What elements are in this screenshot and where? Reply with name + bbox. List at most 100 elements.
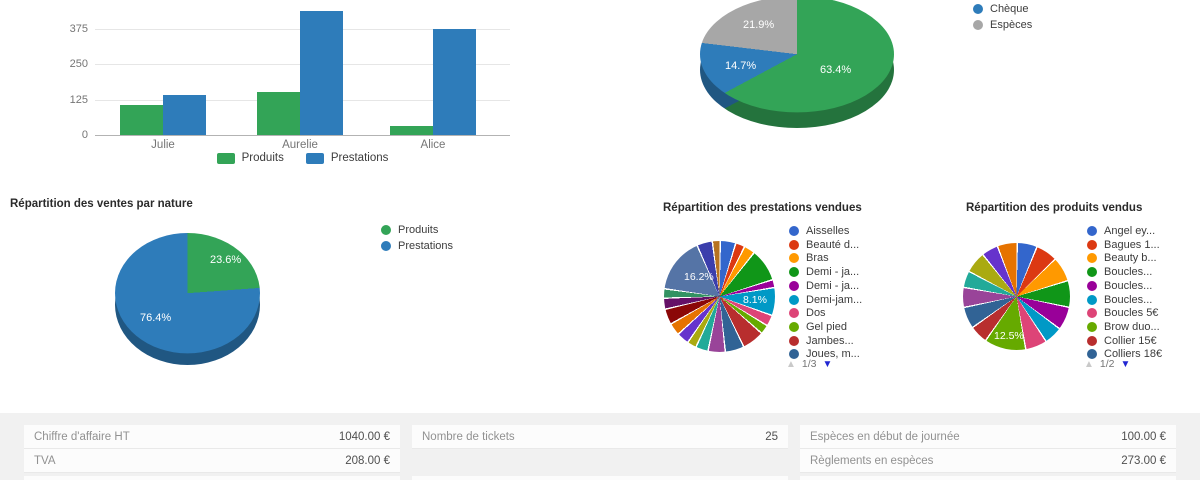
legend-bullet-icon bbox=[1087, 226, 1097, 236]
legend-bullet-icon bbox=[789, 253, 799, 263]
legend-label: Boucles... bbox=[1104, 294, 1153, 306]
ventes-par-nature-pie-chart bbox=[115, 233, 260, 365]
legend-bullet-icon bbox=[789, 336, 799, 346]
legend-swatch-icon bbox=[305, 152, 324, 164]
legend-bullet-icon bbox=[1087, 349, 1097, 359]
legend-bullet-icon bbox=[973, 4, 983, 14]
bar-prestations-aurelie bbox=[300, 11, 343, 135]
legend-item: Espèces bbox=[973, 19, 1032, 31]
legend-label: Beauté d... bbox=[806, 239, 860, 251]
legend-label: Prestations bbox=[330, 152, 389, 164]
legend-label: Boucles... bbox=[1104, 280, 1153, 292]
legend-item: Collier 15€ bbox=[1087, 335, 1157, 347]
legend-label: Bras bbox=[806, 252, 829, 264]
legend-item: Joues, m... bbox=[789, 348, 860, 360]
legend-bullet-icon bbox=[789, 295, 799, 305]
summary-row-partial bbox=[24, 476, 400, 480]
legend-label: Colliers 18€ bbox=[1104, 348, 1163, 360]
pie-percent-label: 14.7% bbox=[725, 60, 757, 72]
legend-label: Aisselles bbox=[806, 225, 850, 237]
legend-next-button[interactable]: ▼ bbox=[822, 358, 833, 370]
summary-row-value: 208.00 € bbox=[345, 454, 390, 467]
pie-percent-label: 12.5% bbox=[994, 330, 1024, 342]
legend-bullet-icon bbox=[789, 281, 799, 291]
pie-face-layer bbox=[115, 233, 260, 354]
summary-row-label: TVA bbox=[34, 454, 56, 467]
legend-item: Boucles 5€ bbox=[1087, 307, 1158, 319]
legend-item: Produits bbox=[381, 224, 438, 236]
legend-page-indicator: 1/3 bbox=[801, 358, 817, 370]
summary-column: Nombre de tickets 25 bbox=[412, 425, 788, 449]
y-axis-tick-label: 125 bbox=[69, 94, 88, 106]
summary-column: Chiffre d'affaire HT 1040.00 € TVA 208.00 € bbox=[24, 425, 400, 473]
summary-row-value: 273.00 € bbox=[1121, 454, 1166, 467]
legend-label: Beauty b... bbox=[1104, 252, 1157, 264]
legend-label: Demi - ja... bbox=[806, 266, 860, 278]
x-axis-category-label: Alice bbox=[420, 139, 446, 151]
legend-label: Produits bbox=[398, 224, 439, 236]
legend-label: Boucles... bbox=[1104, 266, 1153, 278]
summary-column: Espèces en début de journée 100.00 € Règle… bbox=[800, 425, 1176, 473]
legend-bullet-icon bbox=[1087, 322, 1097, 332]
legend-item: Demi-jam... bbox=[789, 294, 862, 306]
legend-item: Boucles... bbox=[1087, 280, 1152, 292]
prestations-title: Répartition des prestations vendues bbox=[663, 202, 862, 214]
legend-bullet-icon bbox=[789, 322, 799, 332]
bar-chart-legend: Produits Prestations bbox=[95, 152, 510, 164]
payments-pie-chart bbox=[700, 0, 894, 129]
summary-row-partial bbox=[800, 476, 1176, 480]
y-axis-tick-label: 375 bbox=[69, 23, 88, 35]
legend-item: Boucles... bbox=[1087, 294, 1152, 306]
pie-percent-label: 23.6% bbox=[210, 254, 242, 266]
legend-item: Beauté d... bbox=[789, 239, 859, 251]
legend-prev-button[interactable]: ▲ bbox=[1084, 358, 1094, 370]
legend-item: Prestations bbox=[381, 240, 453, 252]
pie-percent-label: 21.9% bbox=[743, 19, 775, 31]
legend-label: Angel ey... bbox=[1104, 225, 1156, 237]
pie-face-layer bbox=[700, 0, 894, 113]
summary-row: TVA 208.00 € bbox=[24, 449, 400, 473]
bar-prestations-julie bbox=[163, 95, 206, 135]
legend-label: Produits bbox=[241, 152, 284, 164]
legend-label: Collier 15€ bbox=[1104, 335, 1157, 347]
legend-item: Bras bbox=[789, 252, 829, 264]
legend-next-button[interactable]: ▼ bbox=[1120, 358, 1131, 370]
legend-bullet-icon bbox=[1087, 253, 1097, 263]
produits-pie-chart bbox=[963, 243, 1070, 350]
legend-label: Joues, m... bbox=[806, 348, 860, 360]
legend-label: Demi-jam... bbox=[806, 294, 863, 306]
legend-bullet-icon bbox=[789, 349, 799, 359]
legend-label: Demi - ja... bbox=[806, 280, 860, 292]
legend-item: Jambes... bbox=[789, 335, 854, 347]
ventes-par-nature-title: Répartition des ventes par nature bbox=[10, 198, 193, 210]
legend-bullet-icon bbox=[789, 308, 799, 318]
legend-bullet-icon bbox=[1087, 281, 1097, 291]
summary-row: Nombre de tickets 25 bbox=[412, 425, 788, 449]
legend-pagination: ▲ 1/2 ▼ bbox=[1084, 358, 1130, 370]
bar-produits-aurelie bbox=[257, 92, 300, 135]
legend-prev-button[interactable]: ▲ bbox=[786, 358, 796, 370]
legend-label: Prestations bbox=[398, 240, 454, 252]
legend-label: Boucles 5€ bbox=[1104, 307, 1159, 319]
legend-bullet-icon bbox=[789, 226, 799, 236]
legend-bullet-icon bbox=[1087, 336, 1097, 346]
legend-bullet-icon bbox=[1087, 240, 1097, 250]
summary-row-value: 100.00 € bbox=[1121, 430, 1166, 443]
legend-page-indicator: 1/2 bbox=[1099, 358, 1115, 370]
y-axis-tick-label: 0 bbox=[81, 129, 88, 141]
summary-row-value: 25 bbox=[765, 430, 778, 443]
legend-item: Angel ey... bbox=[1087, 225, 1155, 237]
bar-chart-plot: 375 250 125 0 Julie Aurelie Alice Produits Prest… bbox=[60, 0, 520, 175]
x-axis-category-label: Julie bbox=[151, 139, 175, 151]
summary-row-partial bbox=[412, 476, 788, 480]
legend-label: Jambes... bbox=[806, 335, 854, 347]
legend-label: Bagues 1... bbox=[1104, 239, 1160, 251]
legend-bullet-icon bbox=[789, 240, 799, 250]
pie-percent-label: 63.4% bbox=[820, 64, 852, 76]
legend-item: Produits bbox=[216, 152, 284, 164]
legend-item: Gel pied bbox=[789, 321, 847, 333]
legend-bullet-icon bbox=[381, 225, 391, 235]
legend-label: Chèque bbox=[990, 3, 1029, 15]
gridline bbox=[95, 135, 510, 136]
